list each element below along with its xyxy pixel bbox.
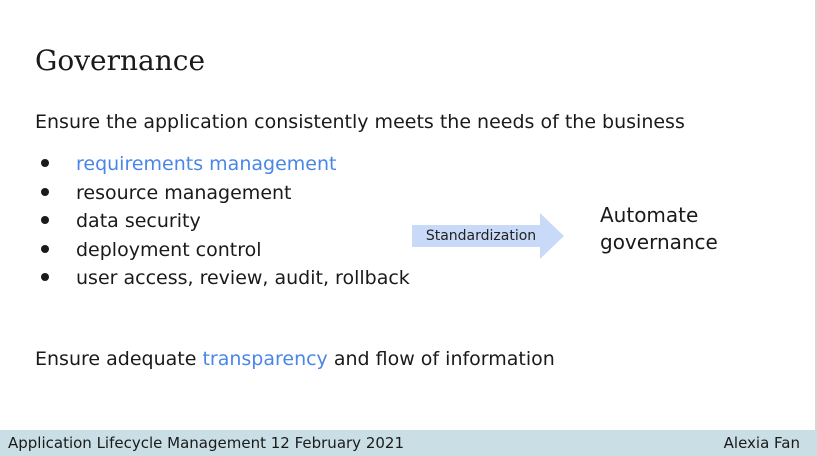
automate-governance-text: Automate governance	[600, 202, 718, 256]
bullet-text: resource management	[76, 181, 292, 204]
bullet-dot-icon	[41, 159, 49, 167]
bullet-item-user-access: user access, review, audit, rollback	[41, 266, 410, 295]
arrow-right-icon	[412, 213, 564, 259]
arrow-label: Standardization	[425, 228, 537, 244]
standardization-arrow: Standardization	[412, 213, 564, 259]
bullet-text: deployment control	[76, 238, 262, 261]
bullet-item-resource: resource management	[41, 181, 410, 210]
automate-line-2: governance	[600, 230, 718, 254]
bullet-item-data-security: data security	[41, 209, 410, 238]
transparency-prefix: Ensure adequate	[35, 348, 203, 370]
bullet-text: data security	[76, 210, 201, 232]
bullet-dot-icon	[41, 244, 49, 253]
bullet-dot-icon	[41, 187, 49, 196]
intro-line: Ensure the application consistently meet…	[35, 111, 685, 133]
bullet-list: requirements management resource managem…	[41, 152, 410, 295]
bullet-text-link[interactable]: requirements management	[76, 153, 337, 175]
transparency-line: Ensure adequate transparency and flow of…	[35, 348, 555, 370]
transparency-suffix: and flow of information	[327, 348, 555, 370]
slide-right-edge	[815, 0, 817, 430]
automate-line-1: Automate	[600, 203, 699, 227]
bullet-dot-icon	[41, 273, 49, 281]
footer-bar: Application Lifecycle Management 12 Febr…	[0, 430, 817, 456]
bullet-dot-icon	[41, 216, 49, 224]
slide-title: Governance	[35, 44, 206, 77]
footer-left-text: Application Lifecycle Management 12 Febr…	[8, 434, 404, 452]
bullet-item-deployment: deployment control	[41, 238, 410, 267]
footer-author: Alexia Fan	[723, 434, 800, 452]
bullet-item-requirements: requirements management	[41, 152, 410, 181]
bullet-text: user access, review, audit, rollback	[76, 267, 410, 289]
transparency-link[interactable]: transparency	[202, 348, 328, 370]
